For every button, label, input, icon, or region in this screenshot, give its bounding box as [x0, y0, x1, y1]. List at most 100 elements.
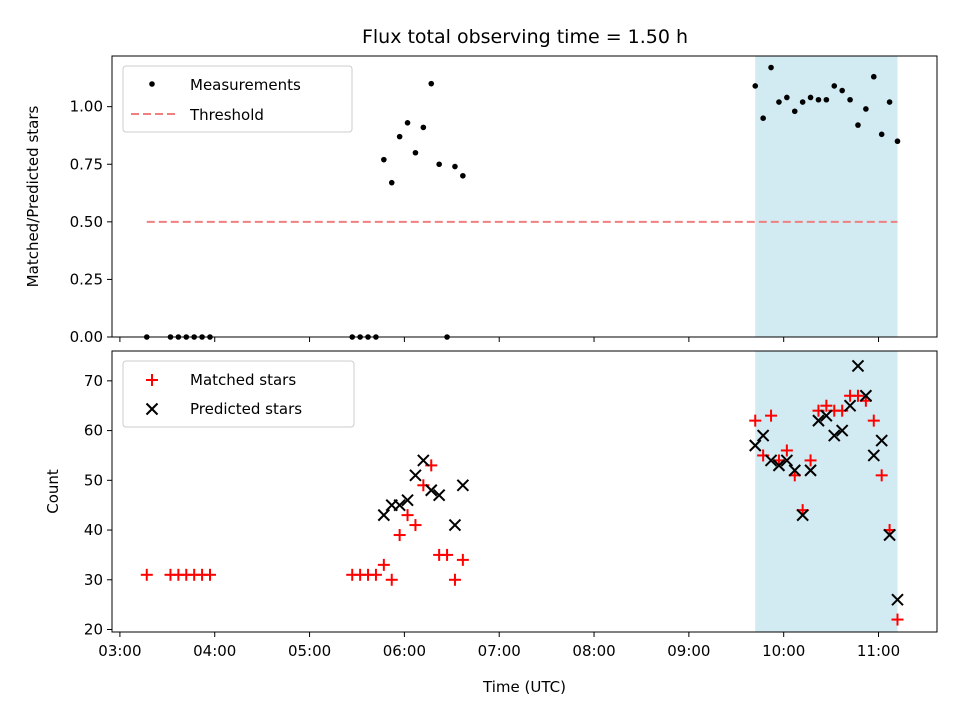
legend-box	[122, 65, 353, 133]
predicted-star-point	[432, 489, 446, 502]
measurement-point	[388, 179, 395, 186]
plot-frame	[111, 55, 938, 338]
top-panel: 0.00 0.25 0.50 0.75 1.00 Matched/Predicted st…	[24, 55, 938, 346]
predicted-star-point	[409, 469, 422, 482]
measurement-point	[396, 133, 403, 140]
measurement-point	[878, 131, 885, 138]
x-axis-label: Time (UTC)	[482, 678, 566, 696]
y-tick-label: 20	[84, 621, 103, 639]
predicted-star-point	[867, 449, 880, 462]
matched-star-point	[409, 519, 422, 532]
predicted-star-point	[835, 424, 849, 437]
measurement-point	[807, 94, 814, 101]
x-tick-label: 04:00	[193, 642, 236, 660]
measurement-point	[886, 99, 893, 105]
matched-star-point	[377, 558, 390, 571]
predicted-star-point	[756, 429, 770, 442]
x-tick-label: 08:00	[572, 642, 615, 660]
y-tick-label: 50	[84, 471, 103, 489]
top-legend: Measurements Threshold	[122, 65, 353, 133]
bottom-panel: 20 30 40 50 60 70 03:00 04:00 05:00 06:00 07:00 08:…	[44, 350, 938, 696]
legend-label: Threshold	[189, 106, 264, 124]
y-tick-label: 1.00	[70, 98, 103, 116]
legend-label: Measurements	[190, 76, 301, 94]
legend-box	[122, 360, 355, 428]
matched-star-point	[448, 573, 461, 586]
predicted-star-point	[749, 439, 762, 452]
matched-star-point	[765, 409, 778, 422]
y-tick-label: 40	[84, 521, 103, 539]
predicted-star-point	[448, 518, 462, 532]
x-tick-label: 09:00	[667, 642, 710, 660]
predicted-star-point	[764, 454, 778, 467]
measurement-point	[420, 124, 427, 131]
bottom-legend: Matched stars Predicted stars	[122, 360, 355, 428]
y-tick-label: 0.00	[70, 328, 103, 346]
predicted-star-point	[820, 409, 833, 422]
matched-star-point	[820, 399, 833, 412]
measurement-point	[855, 122, 861, 128]
predicted-star-point	[851, 359, 865, 373]
y-tick-label: 30	[84, 571, 103, 589]
legend-label: Predicted stars	[190, 400, 302, 418]
x-tick-label: 10:00	[762, 642, 805, 660]
measurement-point	[776, 99, 782, 105]
x-tick-label: 05:00	[288, 642, 331, 660]
matched-star-point	[140, 568, 153, 581]
measurement-point	[460, 172, 466, 179]
legend-measurement-marker	[149, 81, 155, 87]
matched-star-point	[851, 389, 864, 402]
legend-label: Matched stars	[190, 371, 296, 389]
measurement-point	[815, 96, 822, 103]
predicted-star-point	[425, 484, 438, 497]
y-tick-label: 60	[84, 422, 103, 440]
predicted-star-point	[843, 399, 857, 412]
predicted-star-point	[891, 593, 904, 606]
matched-star-point	[441, 548, 454, 561]
measurement-point	[381, 156, 387, 163]
predicted-star-point	[828, 429, 841, 442]
matched-star-point	[456, 553, 469, 566]
predicted-star-point	[796, 508, 809, 522]
matched-star-point	[867, 414, 880, 427]
y-axis-label: Count	[44, 469, 62, 514]
measurement-point	[847, 96, 853, 103]
measurement-point	[760, 115, 766, 121]
measurement-point	[452, 163, 458, 170]
matched-star-point	[385, 573, 398, 586]
measurement-point	[428, 80, 435, 87]
observing-span	[755, 351, 898, 632]
predicted-star-point	[456, 479, 470, 492]
matched-star-point	[369, 568, 382, 581]
y-tick-label: 70	[84, 372, 103, 390]
measurement-point	[831, 83, 838, 89]
matched-star-point	[749, 414, 762, 427]
x-tick-label: 03:00	[98, 642, 141, 660]
measurement-point	[894, 138, 901, 145]
predicted-star-point	[804, 464, 817, 477]
predicted-star-point	[788, 464, 801, 477]
measurement-point	[436, 161, 442, 168]
matched-star-point	[401, 509, 414, 522]
predicted-star-point	[401, 493, 414, 507]
measurement-point	[752, 83, 759, 89]
predicted-star-point	[780, 454, 794, 467]
matched-star-point	[891, 613, 904, 626]
y-tick-label: 0.75	[70, 155, 103, 173]
matched-star-point	[804, 454, 817, 467]
predicted-star-point	[812, 414, 825, 427]
x-tick-label: 11:00	[857, 642, 900, 660]
measurement-point	[870, 73, 877, 80]
legend-matched-marker	[146, 374, 158, 386]
y-axis-label: Matched/Predicted stars	[24, 106, 42, 288]
matched-star-point	[780, 444, 793, 457]
matched-star-point	[203, 568, 216, 581]
y-tick-label: 0.25	[70, 270, 103, 288]
predicted-star-point	[875, 434, 888, 447]
measurement-point	[799, 99, 806, 105]
measurement-point	[784, 94, 790, 101]
measurement-point	[404, 119, 411, 126]
y-tick-label: 0.50	[70, 213, 103, 231]
measurement-point	[412, 149, 419, 156]
